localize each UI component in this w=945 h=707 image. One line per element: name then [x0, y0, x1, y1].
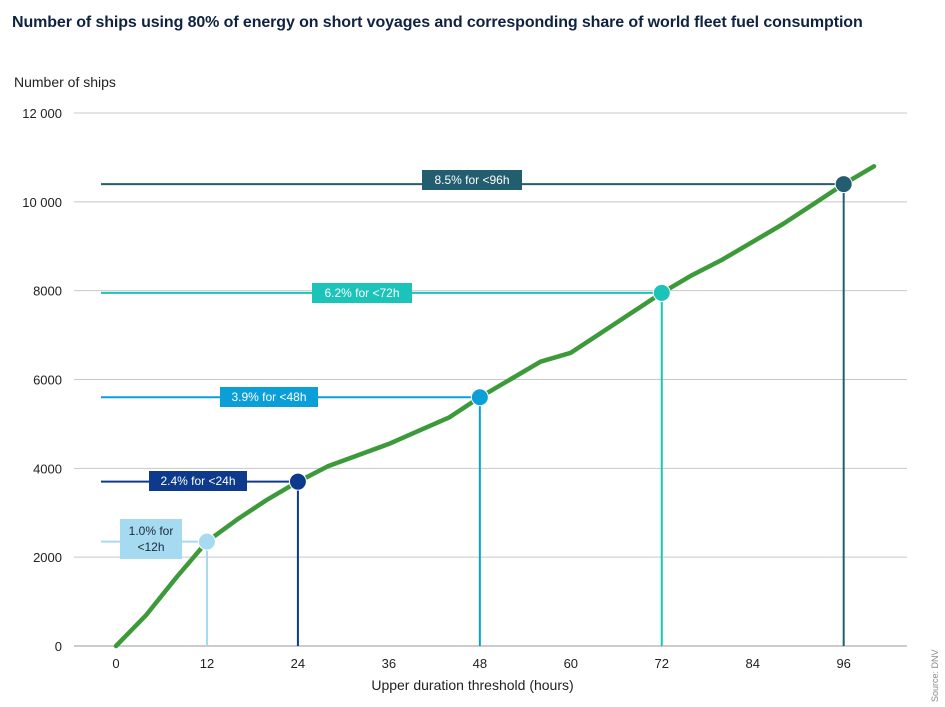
x-tick-label: 36 [382, 656, 396, 671]
y-tick-labels: 0 2000 4000 6000 8000 10 000 12 000 [22, 106, 62, 654]
annotation-text: 1.0% for <12h [129, 524, 174, 554]
annotation-box [220, 387, 318, 407]
x-tick-label: 72 [655, 656, 669, 671]
y-tick-label: 12 000 [22, 106, 62, 121]
y-tick-label: 8000 [33, 284, 62, 299]
annotation-labels: 1.0% for <12h 2.4% for <24h 3.9% for <48h 6.… [120, 170, 522, 559]
chart-title: Number of ships using 80% of energy on s… [12, 14, 863, 31]
x-tick-label: 84 [745, 656, 759, 671]
y-tick-label: 4000 [33, 461, 62, 476]
x-tick-label: 12 [200, 656, 214, 671]
annotation-label: 6.2% for <72h [312, 283, 412, 303]
marker-point [834, 175, 853, 194]
annotation-box [149, 471, 247, 491]
annotation-label: 2.4% for <24h [149, 471, 247, 491]
y-axis-label: Number of ships [14, 74, 116, 90]
annotation-text: 6.2% for <72h [324, 286, 399, 300]
marker-points [197, 175, 853, 551]
y-tick-label: 6000 [33, 373, 62, 388]
annotation-label: 1.0% for <12h [120, 519, 182, 559]
y-tick-label: 0 [55, 639, 62, 654]
series-line [113, 164, 877, 649]
y-tick-label: 10 000 [22, 195, 62, 210]
x-axis-label: Upper duration threshold (hours) [371, 677, 574, 693]
x-tick-label: 0 [112, 656, 119, 671]
x-tick-labels: 0 12 24 36 48 60 72 84 96 [112, 656, 851, 671]
annotation-box [422, 170, 522, 190]
marker-point [288, 472, 307, 491]
marker-point [652, 283, 671, 302]
annotation-box [312, 283, 412, 303]
y-tick-label: 2000 [33, 550, 62, 565]
annotation-text: 3.9% for <48h [231, 390, 306, 404]
annotation-label: 8.5% for <96h [422, 170, 522, 190]
marker-point [197, 532, 216, 551]
annotation-box [120, 519, 182, 559]
x-tick-label: 96 [836, 656, 850, 671]
x-tick-label: 24 [291, 656, 305, 671]
annotation-text: 8.5% for <96h [434, 173, 509, 187]
x-tick-label: 60 [564, 656, 578, 671]
series-lines [113, 164, 877, 649]
x-tick-label: 48 [473, 656, 487, 671]
gridlines [74, 112, 907, 647]
annotation-label: 3.9% for <48h [220, 387, 318, 407]
annotation-text: 2.4% for <24h [160, 474, 235, 488]
marker-point [470, 388, 489, 407]
